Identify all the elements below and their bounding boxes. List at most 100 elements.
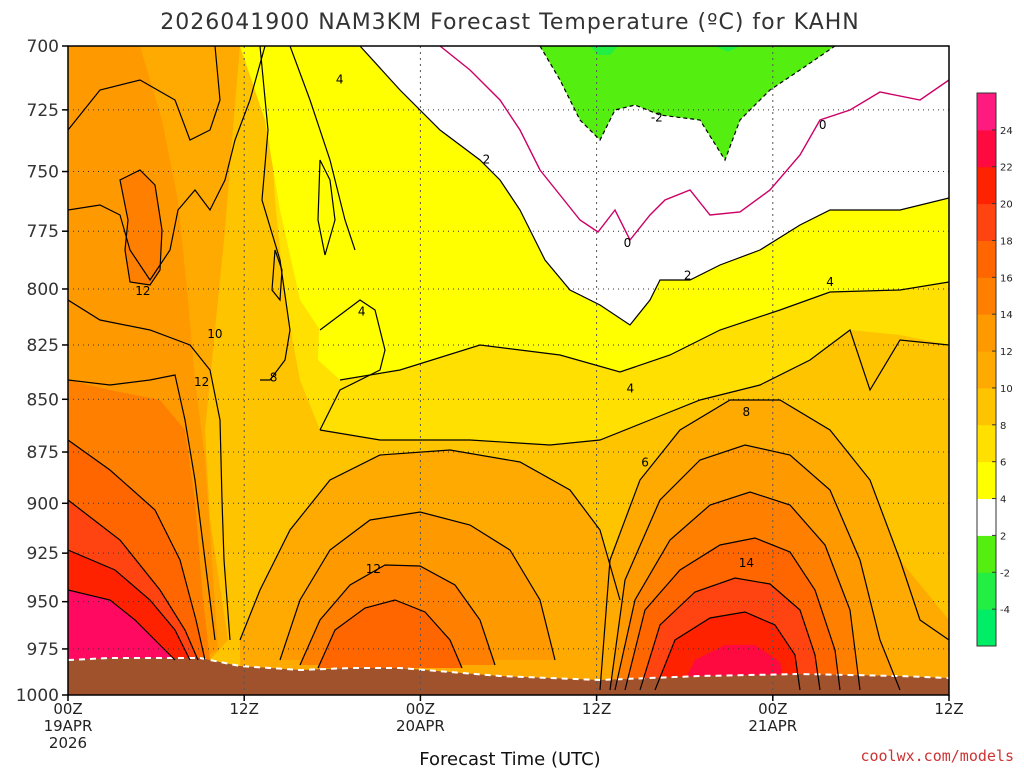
isotherm-line <box>68 46 221 141</box>
x-tick-label: 2026 <box>49 734 87 752</box>
y-tick-label: 900 <box>27 494 59 514</box>
y-tick-label: 700 <box>27 37 59 57</box>
colorbar-segment <box>977 203 996 241</box>
contour-label: 12 <box>366 562 381 576</box>
y-tick-label: 800 <box>27 280 59 300</box>
y-tick-label: 825 <box>27 336 59 356</box>
colorbar-tick-label: 2 <box>1000 531 1006 542</box>
grid-lines <box>68 46 949 695</box>
y-tick-label: 750 <box>27 163 59 183</box>
contour-label: 4 <box>336 72 344 86</box>
x-tick-label: 00Z <box>406 700 435 718</box>
y-tick-label: 925 <box>27 544 59 564</box>
isotherm-line <box>654 611 801 691</box>
y-tick-label: 950 <box>27 593 59 613</box>
plot-frame <box>67 45 950 696</box>
contour-label: 4 <box>358 305 366 319</box>
isotherm-line <box>614 491 861 691</box>
contour-label: 0 <box>624 236 632 250</box>
contour-label: 8 <box>743 405 751 419</box>
isotherm-line <box>68 299 231 641</box>
colorbar-segment <box>977 277 996 315</box>
isotherm-line <box>624 537 841 691</box>
colorbar-tick-label: 22 <box>1000 163 1013 174</box>
isotherm-line <box>319 299 386 431</box>
contour-label: 12 <box>194 375 209 389</box>
isotherm-line <box>68 549 191 661</box>
x-tick-label: 19APR <box>44 717 93 735</box>
isotherm-line <box>339 281 949 381</box>
x-tick-label: 12Z <box>582 700 611 718</box>
colorbar-segment <box>977 535 996 573</box>
band-fill-12-14-blob <box>120 170 162 285</box>
isotherm-line <box>599 399 949 691</box>
colorbar-tick-label: 20 <box>1000 200 1013 211</box>
credit-text: coolwx.com/models <box>860 747 1014 765</box>
y-axis: 700 725 750 775 800 825 850 875 900 925 950 975 1000 <box>16 37 68 706</box>
isotherm-line <box>68 499 199 661</box>
colorbar-segment <box>977 461 996 500</box>
colorbar-tick-label: 8 <box>1000 421 1006 432</box>
isotherm-lines <box>68 46 949 691</box>
contour-label: 2 <box>684 268 692 282</box>
band-fill-2-4-upper <box>240 46 380 330</box>
contour-label: 0 <box>819 118 827 132</box>
x-tick-label: 21APR <box>748 717 797 735</box>
x-tick-label: 12Z <box>230 700 259 718</box>
colorbar-tick-label: 4 <box>1000 495 1006 506</box>
colorbar-segment <box>977 387 996 426</box>
colorbar-segment <box>977 240 996 278</box>
isotherm-line <box>68 439 206 661</box>
colorbar-tick-label: -2 <box>1000 568 1010 579</box>
x-axis-label: Forecast Time (UTC) <box>419 749 600 768</box>
terrain-edge <box>68 657 949 682</box>
isotherm-line <box>279 511 556 661</box>
isotherm-line <box>359 46 949 326</box>
isotherm-line <box>639 577 821 691</box>
band-fill-minus4 <box>590 46 740 55</box>
x-tick-label: 12Z <box>934 700 963 718</box>
y-tick-label: 1000 <box>16 686 59 706</box>
colorbar-segment <box>977 572 996 610</box>
isotherm-line <box>289 46 356 251</box>
y-tick-label: 725 <box>27 101 59 121</box>
isotherm-line <box>68 46 266 282</box>
freezing-line <box>439 46 949 242</box>
isotherm-line <box>239 449 621 641</box>
isotherm-line <box>119 169 163 286</box>
colorbar-tick-label: 6 <box>1000 458 1006 469</box>
isotherm-line <box>259 46 291 381</box>
band-fill-22-24-left <box>68 590 175 660</box>
chart-title: 2026041900 NAM3KM Forecast Temperature (… <box>160 10 860 35</box>
plot-area: 4 2 -2 0 0 2 4 12 4 10 8 12 4 8 6 14 12 <box>68 46 949 695</box>
colorbar-segment <box>977 166 996 205</box>
colorbar-segment <box>977 129 996 168</box>
colorbar-segment <box>977 351 996 389</box>
colorbar-tick-label: 10 <box>1000 384 1013 395</box>
isotherm-line <box>68 374 216 641</box>
isotherm-line <box>609 444 901 691</box>
contour-label: 10 <box>207 327 222 341</box>
contour-labels: 4 2 -2 0 0 2 4 12 4 10 8 12 4 8 6 14 12 <box>135 72 834 576</box>
isotherm-line <box>68 589 176 661</box>
contour-label: 8 <box>270 371 278 385</box>
x-tick-label: 20APR <box>396 717 445 735</box>
x-tick-label: 00Z <box>758 700 787 718</box>
contour-label: 4 <box>826 275 834 289</box>
colorbar-tick-label: 18 <box>1000 236 1013 247</box>
y-tick-label: 850 <box>27 390 59 410</box>
isotherm-line <box>271 249 283 302</box>
isotherm-line <box>299 564 496 666</box>
colorbar-tick-label: 16 <box>1000 273 1013 284</box>
minus2-line <box>539 46 836 162</box>
colorbar-tick-label: 12 <box>1000 347 1013 358</box>
contour-label: 2 <box>483 152 491 166</box>
y-tick-label: 875 <box>27 443 59 463</box>
contour-label: 4 <box>627 382 635 396</box>
colorbar-tick-label: -4 <box>1000 605 1010 616</box>
y-tick-label: 775 <box>27 222 59 242</box>
isotherm-line <box>317 599 463 669</box>
